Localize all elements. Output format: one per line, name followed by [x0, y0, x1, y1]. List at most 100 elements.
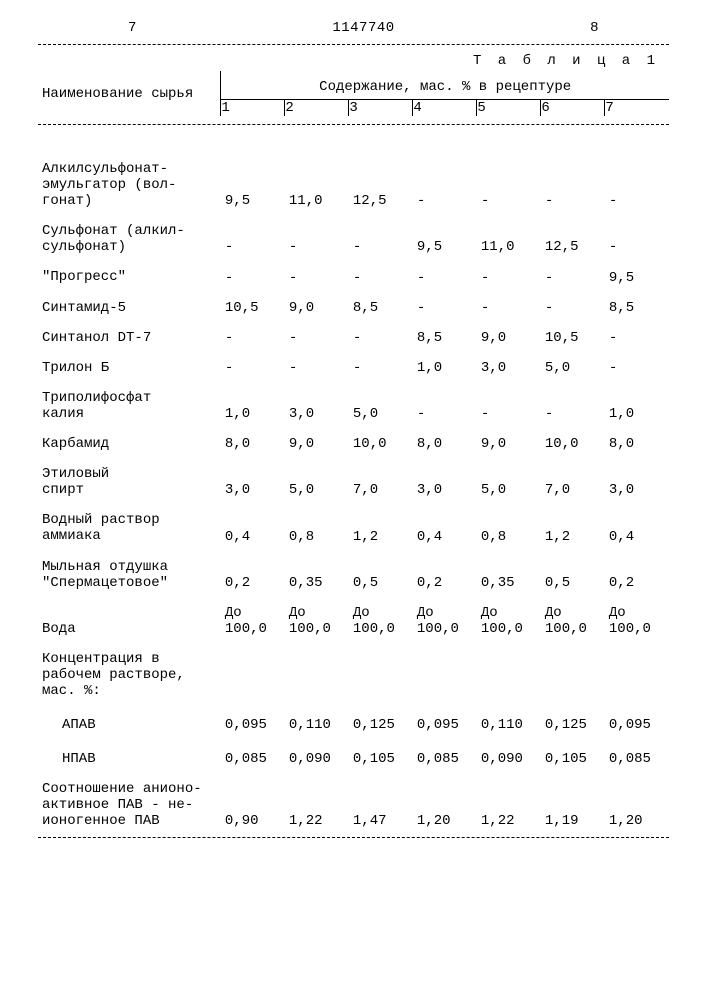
- cell-value: 0,090: [477, 733, 541, 767]
- scanned-page: 7 1147740 8 Т а б л и ц а 1 Наименование…: [0, 0, 707, 1000]
- cell-value: До 100,0: [413, 591, 477, 637]
- cell-value: 0,8: [285, 498, 349, 544]
- cell-value: [477, 637, 541, 699]
- page-num-right: 8: [442, 20, 669, 36]
- col-num-3: 3: [349, 100, 413, 117]
- cell-value: 1,2: [349, 498, 413, 544]
- cell-value: 1,0: [413, 346, 477, 376]
- cell-value: До 100,0: [349, 591, 413, 637]
- row-name: Алкилсульфонат- эмульгатор (вол- гонат): [38, 133, 221, 209]
- cell-value: [349, 637, 413, 699]
- table-row: Трилон Б---1,03,05,0-: [38, 346, 669, 376]
- cell-value: -: [605, 133, 669, 209]
- cell-value: 1,22: [285, 767, 349, 829]
- cell-value: 0,090: [285, 733, 349, 767]
- col-num-6: 6: [541, 100, 605, 117]
- cell-value: 12,5: [541, 209, 605, 255]
- cell-value: -: [541, 255, 605, 285]
- cell-value: 0,35: [477, 545, 541, 591]
- page-header-row: 7 1147740 8: [38, 20, 669, 36]
- row-name: Трилон Б: [38, 346, 221, 376]
- table-row: АПАВ0,0950,1100,1250,0950,1100,1250,095: [38, 699, 669, 733]
- cell-value: 9,5: [605, 255, 669, 285]
- cell-value: 0,35: [285, 545, 349, 591]
- cell-value: [413, 637, 477, 699]
- table-row: ВодаДо 100,0До 100,0До 100,0До 100,0До 1…: [38, 591, 669, 637]
- cell-value: 0,8: [477, 498, 541, 544]
- row-name: Карбамид: [38, 422, 221, 452]
- cell-value: 0,4: [605, 498, 669, 544]
- row-name: Водный раствор аммиака: [38, 498, 221, 544]
- cell-value: 0,5: [349, 545, 413, 591]
- cell-value: -: [541, 286, 605, 316]
- cell-value: 1,47: [349, 767, 413, 829]
- cell-value: 10,0: [541, 422, 605, 452]
- cell-value: 5,0: [285, 452, 349, 498]
- cell-value: -: [413, 255, 477, 285]
- row-name: "Прогресс": [38, 255, 221, 285]
- cell-value: 0,2: [605, 545, 669, 591]
- row-name: Вода: [38, 591, 221, 637]
- row-name: НПАВ: [38, 733, 221, 767]
- cell-value: -: [349, 255, 413, 285]
- table-row: "Прогресс"------9,5: [38, 255, 669, 285]
- doc-number: 1147740: [285, 20, 442, 36]
- cell-value: 3,0: [605, 452, 669, 498]
- cell-value: 10,5: [541, 316, 605, 346]
- cell-value: До 100,0: [221, 591, 285, 637]
- row-name: АПАВ: [38, 699, 221, 733]
- table-row: Сульфонат (алкил- сульфонат)---9,511,012…: [38, 209, 669, 255]
- col-head-name: Наименование сырья: [38, 71, 221, 116]
- cell-value: -: [413, 133, 477, 209]
- cell-value: 1,22: [477, 767, 541, 829]
- table-head: Наименование сырья Содержание, мас. % в …: [38, 71, 669, 133]
- cell-value: -: [221, 346, 285, 376]
- cell-value: 0,110: [477, 699, 541, 733]
- table-row: Водный раствор аммиака0,40,81,20,40,81,2…: [38, 498, 669, 544]
- cell-value: 3,0: [221, 452, 285, 498]
- col-num-4: 4: [413, 100, 477, 117]
- cell-value: -: [541, 133, 605, 209]
- col-head-span: Содержание, мас. % в рецептуре: [221, 71, 669, 100]
- table-row: НПАВ0,0850,0900,1050,0850,0900,1050,085: [38, 733, 669, 767]
- cell-value: 0,085: [605, 733, 669, 767]
- cell-value: 0,125: [349, 699, 413, 733]
- cell-value: -: [285, 255, 349, 285]
- cell-value: 8,5: [349, 286, 413, 316]
- cell-value: 0,5: [541, 545, 605, 591]
- row-name: Этиловый спирт: [38, 452, 221, 498]
- cell-value: До 100,0: [285, 591, 349, 637]
- cell-value: До 100,0: [541, 591, 605, 637]
- cell-value: 9,0: [477, 422, 541, 452]
- cell-value: 7,0: [349, 452, 413, 498]
- table-row: Соотношение анионо- активное ПАВ - не- и…: [38, 767, 669, 829]
- table-row: Этиловый спирт3,05,07,03,05,07,03,0: [38, 452, 669, 498]
- cell-value: 8,0: [605, 422, 669, 452]
- cell-value: 8,0: [221, 422, 285, 452]
- col-num-1: 1: [221, 100, 285, 117]
- cell-value: 1,20: [605, 767, 669, 829]
- cell-value: 1,19: [541, 767, 605, 829]
- cell-value: -: [349, 209, 413, 255]
- row-name: Синтамид-5: [38, 286, 221, 316]
- cell-value: -: [349, 316, 413, 346]
- cell-value: -: [477, 255, 541, 285]
- cell-value: [541, 637, 605, 699]
- cell-value: 0,4: [221, 498, 285, 544]
- page-num-left: 7: [38, 20, 285, 36]
- cell-value: 11,0: [285, 133, 349, 209]
- table-row: Алкилсульфонат- эмульгатор (вол- гонат)9…: [38, 133, 669, 209]
- table-row: Триполифосфат калия1,03,05,0---1,0: [38, 376, 669, 422]
- table-caption: Т а б л и ц а 1: [38, 53, 669, 69]
- cell-value: -: [285, 316, 349, 346]
- cell-value: 0,125: [541, 699, 605, 733]
- cell-value: 0,085: [221, 733, 285, 767]
- table-row: Мыльная отдушка "Спермацетовое"0,20,350,…: [38, 545, 669, 591]
- cell-value: 9,0: [285, 286, 349, 316]
- table-row: Концентрация в рабочем растворе, мас. %:: [38, 637, 669, 699]
- cell-value: -: [285, 346, 349, 376]
- cell-value: 12,5: [349, 133, 413, 209]
- cell-value: 9,5: [413, 209, 477, 255]
- cell-value: 1,0: [221, 376, 285, 422]
- cell-value: -: [605, 346, 669, 376]
